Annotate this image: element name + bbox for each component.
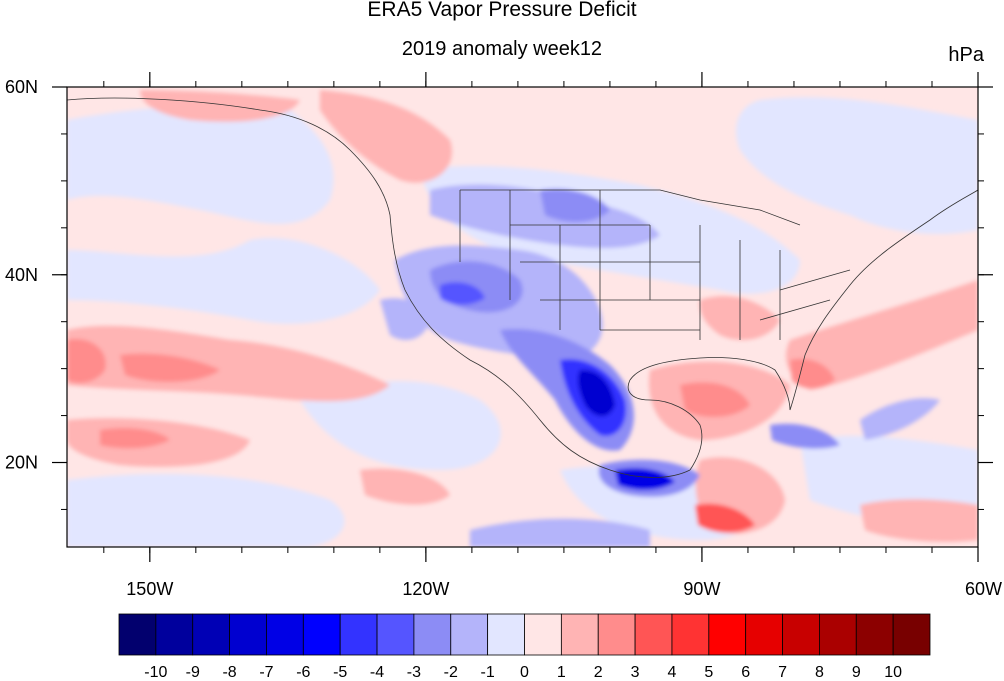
axis-ticks: 150W 120W 90W 60W 60N 40N 20N	[5, 72, 1002, 599]
colorbar-label: -2	[444, 664, 458, 681]
map-subtitle: 2019 anomaly week12	[401, 38, 603, 60]
colorbar-swatch	[634, 613, 673, 656]
colorbar-label: 3	[631, 664, 640, 681]
colorbar-swatch	[487, 613, 525, 656]
colorbar-swatch	[597, 613, 636, 656]
colorbar-label: 5	[704, 664, 713, 681]
colorbar-swatch	[524, 613, 562, 656]
colorbar-swatch	[671, 613, 710, 656]
colorbar-label: -4	[370, 664, 384, 681]
colorbar-swatch	[376, 613, 415, 656]
colorbar-label: 1	[557, 664, 566, 681]
colorbar-swatch	[782, 613, 820, 656]
colorbar-label: 4	[668, 664, 677, 681]
colorbar-label: 7	[778, 664, 787, 681]
colorbar-swatch	[819, 613, 857, 656]
map-frame	[66, 86, 979, 548]
colorbar-label: 6	[741, 664, 750, 681]
lon-tick-label: 150W	[126, 579, 173, 599]
colorbar-label: 0	[520, 664, 529, 681]
colorbar-label: 10	[884, 664, 902, 681]
lat-tick-label: 20N	[5, 453, 38, 473]
colorbar-swatch	[450, 613, 489, 656]
colorbar-swatch	[192, 613, 230, 656]
colorbar-label: -3	[407, 664, 421, 681]
colorbar-label: -9	[186, 664, 200, 681]
coastlines	[67, 97, 978, 478]
lat-tick-label: 60N	[5, 77, 38, 97]
colorbar-label: -6	[296, 664, 310, 681]
colorbar-label: -7	[259, 664, 273, 681]
colorbar-swatch	[560, 613, 599, 656]
colorbar-label: 8	[815, 664, 824, 681]
map-title: ERA5 Vapor Pressure Deficit	[367, 0, 637, 21]
colorbar-swatch	[118, 613, 157, 656]
units-label: hPa	[948, 44, 984, 66]
lon-tick-label: 120W	[402, 579, 449, 599]
lon-tick-label: 90W	[683, 579, 720, 599]
anomaly-field	[67, 87, 978, 547]
colorbar-label: -1	[481, 664, 495, 681]
colorbar-label: -8	[222, 664, 236, 681]
colorbar-label: 9	[852, 664, 861, 681]
colorbar-swatch	[708, 613, 747, 656]
lon-tick-label: 60W	[965, 579, 1002, 599]
colorbar-swatch	[745, 613, 783, 656]
colorbar: -10 -9 -8 -7 -6 -5 -4 -3 -2 -1 0 1 2 3 4 5 6 7 8 9 10	[118, 613, 931, 681]
colorbar-label: -5	[333, 664, 347, 681]
colorbar-swatch	[302, 613, 341, 656]
colorbar-label: 2	[594, 664, 603, 681]
colorbar-swatch	[229, 613, 267, 656]
colorbar-label: -10	[144, 664, 167, 681]
colorbar-swatch	[892, 613, 931, 656]
colorbar-swatch	[266, 613, 304, 656]
colorbar-swatch	[155, 613, 194, 656]
lat-tick-label: 40N	[5, 265, 38, 285]
colorbar-swatch	[413, 613, 452, 656]
colorbar-swatch	[855, 613, 894, 656]
colorbar-swatch	[339, 613, 378, 656]
